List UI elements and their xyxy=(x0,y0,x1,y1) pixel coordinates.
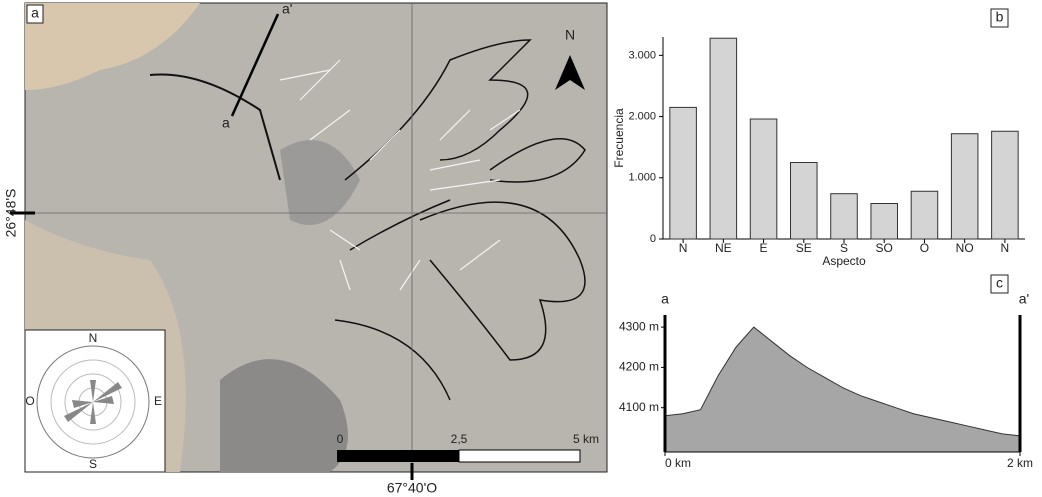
x-tick-label: NE xyxy=(715,241,732,255)
x-tick-label: S xyxy=(840,241,848,255)
north-label: N xyxy=(565,27,575,43)
profile-area xyxy=(665,327,1020,452)
y-tick-label: 4100 m xyxy=(619,400,659,414)
x-tick-label: N xyxy=(1001,241,1010,255)
bar xyxy=(992,131,1019,239)
y-tick-label: 4200 m xyxy=(619,360,659,374)
scale-bar-black xyxy=(337,450,459,462)
x-tick-label: SE xyxy=(796,241,812,255)
panel-label: a xyxy=(31,5,39,21)
latitude-label: 26°48'S xyxy=(3,189,19,238)
y-tick-label: 0 xyxy=(650,233,656,245)
bar xyxy=(871,203,898,239)
x-tick-label: N xyxy=(679,241,688,255)
y-tick-label: 3.000 xyxy=(628,49,656,61)
bar xyxy=(710,38,737,239)
scale-bar-white xyxy=(459,450,580,462)
page: a a' a N 0 2,5 5 km 26°48'S 67°40'O N S … xyxy=(0,0,1042,497)
rose-label: O xyxy=(25,394,34,408)
bar xyxy=(670,107,697,239)
map-panel: a a' a N 0 2,5 5 km 26°48'S 67°40'O N S … xyxy=(3,1,607,496)
scale-label: 5 km xyxy=(573,432,599,446)
rose-label: N xyxy=(89,331,98,345)
bar xyxy=(951,134,978,239)
x-axis-label: Aspecto xyxy=(822,254,866,268)
end-label: a' xyxy=(1019,291,1029,307)
x-tick-label: 2 km xyxy=(1007,456,1033,470)
profile-start-label: a xyxy=(222,115,230,131)
bar xyxy=(791,162,818,239)
x-tick-label: 0 km xyxy=(665,456,691,470)
longitude-label: 67°40'O xyxy=(387,480,437,496)
y-tick-label: 4300 m xyxy=(619,319,659,333)
profile-end-label: a' xyxy=(282,1,292,17)
x-tick-label: E xyxy=(760,241,768,255)
bar xyxy=(750,119,777,239)
y-tick-label: 1.000 xyxy=(628,172,656,184)
panel-label: c xyxy=(996,275,1003,291)
scale-label: 0 xyxy=(337,432,344,446)
x-tick-label: NO xyxy=(956,241,974,255)
scale-label: 2,5 xyxy=(451,432,468,446)
x-tick-label: O xyxy=(920,241,929,255)
figure: a a' a N 0 2,5 5 km 26°48'S 67°40'O N S … xyxy=(0,0,1042,497)
bar xyxy=(831,194,858,239)
y-axis-label: Frecuencia xyxy=(612,108,626,168)
x-tick-label: SO xyxy=(876,241,893,255)
rose-label: E xyxy=(154,394,162,408)
y-tick-label: 2.000 xyxy=(628,110,656,122)
panel-label: b xyxy=(996,9,1004,25)
rose-label: S xyxy=(89,457,97,471)
bar xyxy=(911,191,938,239)
start-label: a xyxy=(661,291,669,307)
